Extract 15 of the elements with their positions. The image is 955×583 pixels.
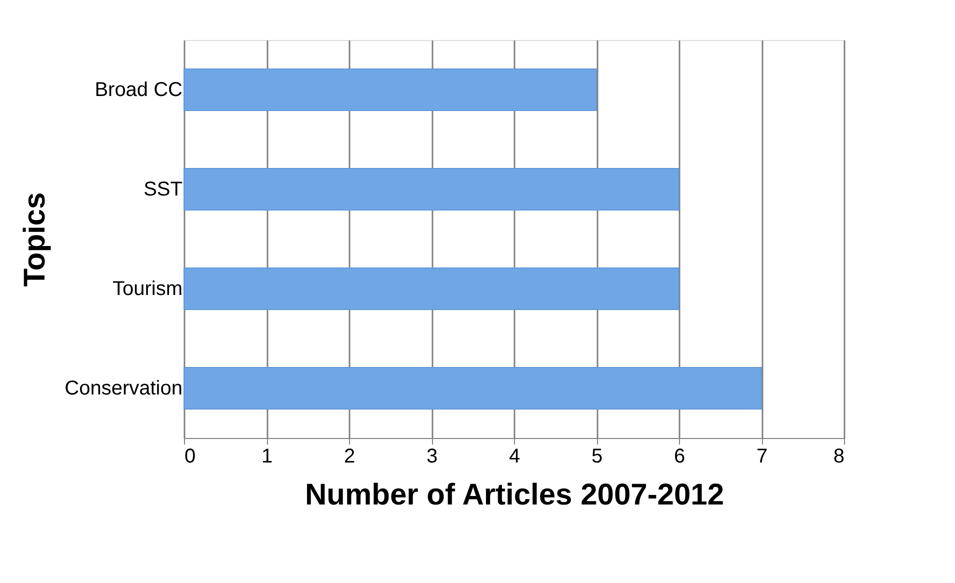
- x-tick-label: 0: [184, 446, 196, 468]
- y-tick-label: SST: [144, 178, 182, 200]
- x-tick-label: 1: [261, 446, 273, 468]
- x-tick-label: 3: [426, 446, 438, 468]
- x-tick-label: 5: [591, 446, 603, 468]
- y-tick-label: Broad CC: [94, 78, 182, 101]
- y-tick-label: Tourism: [112, 278, 182, 300]
- x-axis-title: Number of Articles 2007-2012: [304, 478, 724, 512]
- x-tick-label: 2: [344, 446, 356, 468]
- x-tick-label: 4: [508, 446, 520, 468]
- y-axis-title: Topics: [18, 192, 52, 287]
- y-tick-label: Conservation: [64, 377, 182, 400]
- x-tick-label: 8: [833, 446, 844, 468]
- x-tick-label: 7: [756, 446, 768, 468]
- x-tick-label: 6: [674, 446, 686, 468]
